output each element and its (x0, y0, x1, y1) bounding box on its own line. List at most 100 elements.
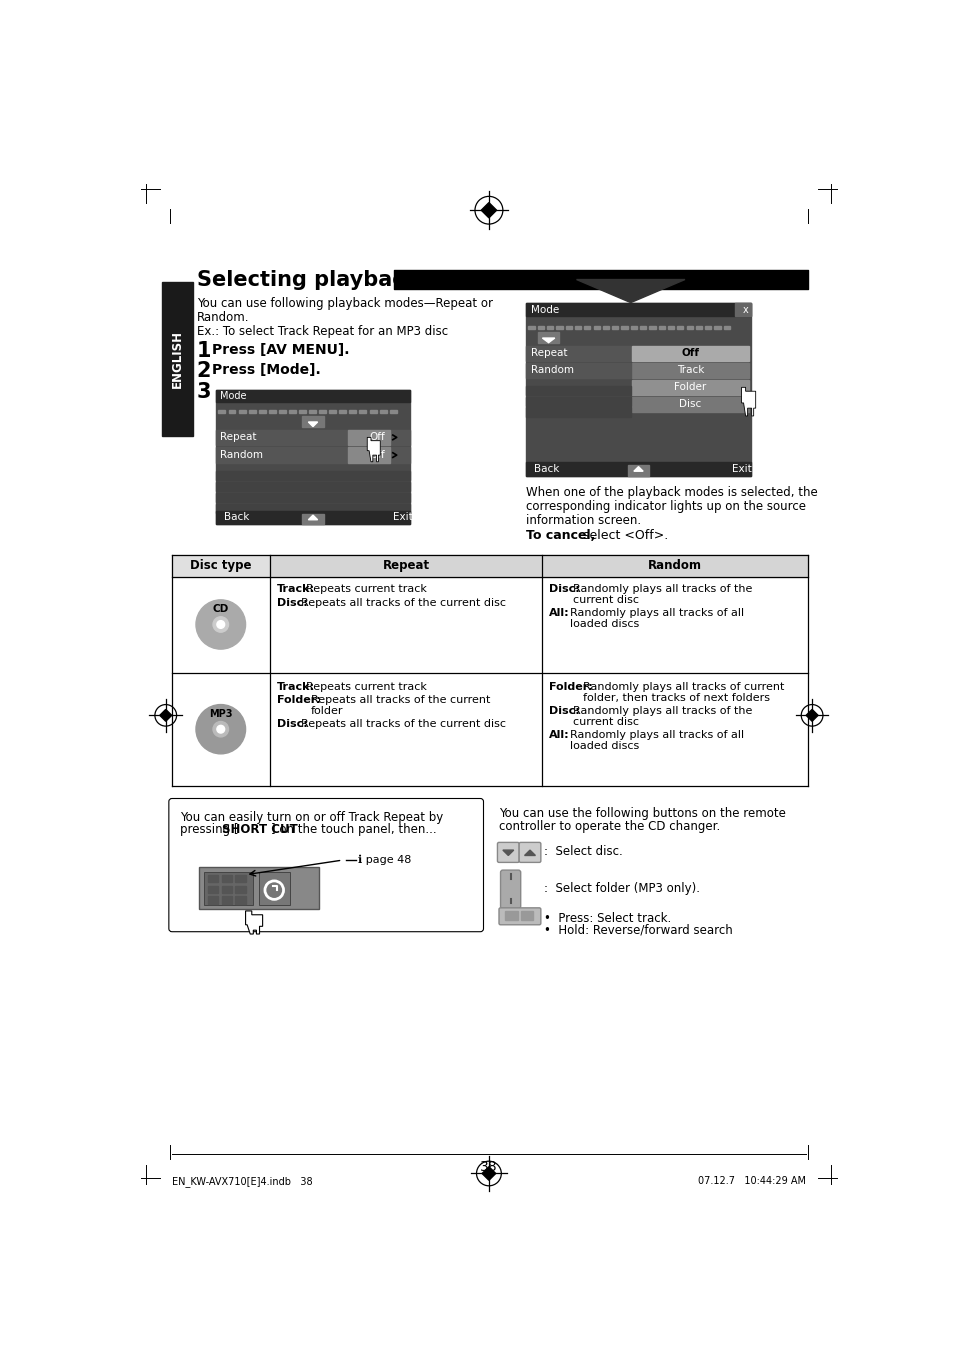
Text: Randomly plays all tracks of current: Randomly plays all tracks of current (582, 682, 783, 692)
Bar (593, 326, 599, 329)
Polygon shape (481, 1167, 496, 1181)
Bar (216, 390, 410, 402)
Polygon shape (542, 338, 555, 343)
Text: CD: CD (213, 604, 229, 615)
Text: :  Select disc.: : Select disc. (543, 845, 622, 858)
Bar (575, 326, 580, 329)
Text: Exit: Exit (732, 464, 751, 474)
Text: Track: Track (676, 366, 703, 375)
Polygon shape (367, 437, 380, 462)
Bar (735, 303, 750, 317)
Bar (525, 462, 750, 475)
Bar (632, 397, 748, 412)
Text: Repeats current track: Repeats current track (306, 585, 426, 594)
Text: Repeat: Repeat (220, 432, 256, 443)
Bar (270, 555, 542, 577)
Bar (649, 326, 655, 329)
Text: Randomly plays all tracks of the: Randomly plays all tracks of the (573, 585, 752, 594)
Text: Randomly plays all tracks of the: Randomly plays all tracks of the (573, 705, 752, 716)
Text: 38: 38 (479, 1160, 497, 1174)
Bar (525, 303, 750, 475)
Bar (216, 429, 410, 445)
Text: loaded discs: loaded discs (570, 619, 639, 630)
Bar (632, 363, 748, 378)
Text: Folder: Folder (674, 382, 706, 393)
Circle shape (195, 704, 245, 754)
Bar (667, 326, 674, 329)
Bar (630, 326, 637, 329)
Bar (348, 429, 390, 445)
Polygon shape (480, 203, 497, 218)
Bar (525, 397, 630, 406)
Text: ENGLISH: ENGLISH (171, 330, 184, 387)
Bar (249, 410, 255, 413)
Bar (359, 410, 366, 413)
Text: Off: Off (680, 348, 699, 359)
Text: Random: Random (530, 366, 573, 375)
Bar (216, 471, 410, 481)
Bar (695, 326, 701, 329)
Text: Repeats all tracks of the current: Repeats all tracks of the current (311, 696, 490, 705)
Text: Repeats all tracks of the current disc: Repeats all tracks of the current disc (301, 597, 506, 608)
Bar (525, 303, 750, 317)
Bar (258, 410, 266, 413)
Bar (172, 555, 807, 577)
Polygon shape (159, 709, 172, 722)
Text: You can use following playback modes—Repeat or: You can use following playback modes—Rep… (196, 298, 493, 310)
Text: loaded discs: loaded discs (570, 741, 639, 750)
Text: Mode: Mode (220, 391, 246, 401)
Bar (162, 282, 193, 436)
Text: corresponding indicator lights up on the source: corresponding indicator lights up on the… (525, 500, 805, 513)
Bar (235, 886, 246, 894)
FancyBboxPatch shape (518, 842, 540, 862)
Text: Random: Random (647, 559, 701, 573)
Text: Ex.: To select Track Repeat for an MP3 disc: Ex.: To select Track Repeat for an MP3 d… (196, 325, 447, 338)
Bar (218, 410, 225, 413)
Bar (229, 410, 235, 413)
Text: x: x (742, 305, 748, 314)
Text: Repeat: Repeat (382, 559, 429, 573)
Bar (204, 872, 253, 904)
Bar (319, 410, 326, 413)
Bar (216, 510, 410, 524)
Bar (677, 326, 682, 329)
Bar (686, 326, 692, 329)
Text: Press [AV MENU].: Press [AV MENU]. (212, 343, 350, 356)
FancyBboxPatch shape (500, 871, 520, 909)
Bar (208, 896, 218, 904)
Text: Repeats current track: Repeats current track (306, 682, 426, 692)
Text: •  Hold: Reverse/forward search: • Hold: Reverse/forward search (543, 923, 732, 936)
Bar (658, 326, 664, 329)
Text: Disc:: Disc: (548, 585, 578, 594)
Text: 3: 3 (196, 382, 211, 402)
Bar (379, 410, 386, 413)
Text: :  Select folder (MP3 only).: : Select folder (MP3 only). (543, 881, 700, 895)
Text: Disc:: Disc: (276, 719, 307, 730)
Text: Exit: Exit (393, 512, 412, 523)
Bar (565, 326, 571, 329)
Bar (269, 410, 275, 413)
Text: Folder:: Folder: (548, 682, 592, 692)
Polygon shape (502, 850, 513, 856)
Bar (369, 410, 376, 413)
Text: Mode: Mode (530, 305, 558, 314)
Text: Disc: Disc (679, 399, 700, 409)
Bar (298, 410, 306, 413)
Bar (537, 332, 558, 343)
Text: Back: Back (224, 512, 249, 523)
Bar (238, 410, 245, 413)
Bar (704, 326, 711, 329)
Bar (602, 326, 608, 329)
Text: folder: folder (311, 705, 343, 716)
Bar (309, 410, 315, 413)
Text: Disc type: Disc type (190, 559, 252, 573)
Text: MP3: MP3 (209, 708, 233, 719)
Text: To cancel,: To cancel, (525, 529, 595, 542)
Bar (208, 886, 218, 894)
Text: Track:: Track: (276, 585, 314, 594)
Text: select <Off>.: select <Off>. (578, 529, 667, 542)
Bar (289, 410, 295, 413)
Bar (632, 379, 748, 395)
Text: Back: Back (534, 464, 558, 474)
Bar (278, 410, 286, 413)
